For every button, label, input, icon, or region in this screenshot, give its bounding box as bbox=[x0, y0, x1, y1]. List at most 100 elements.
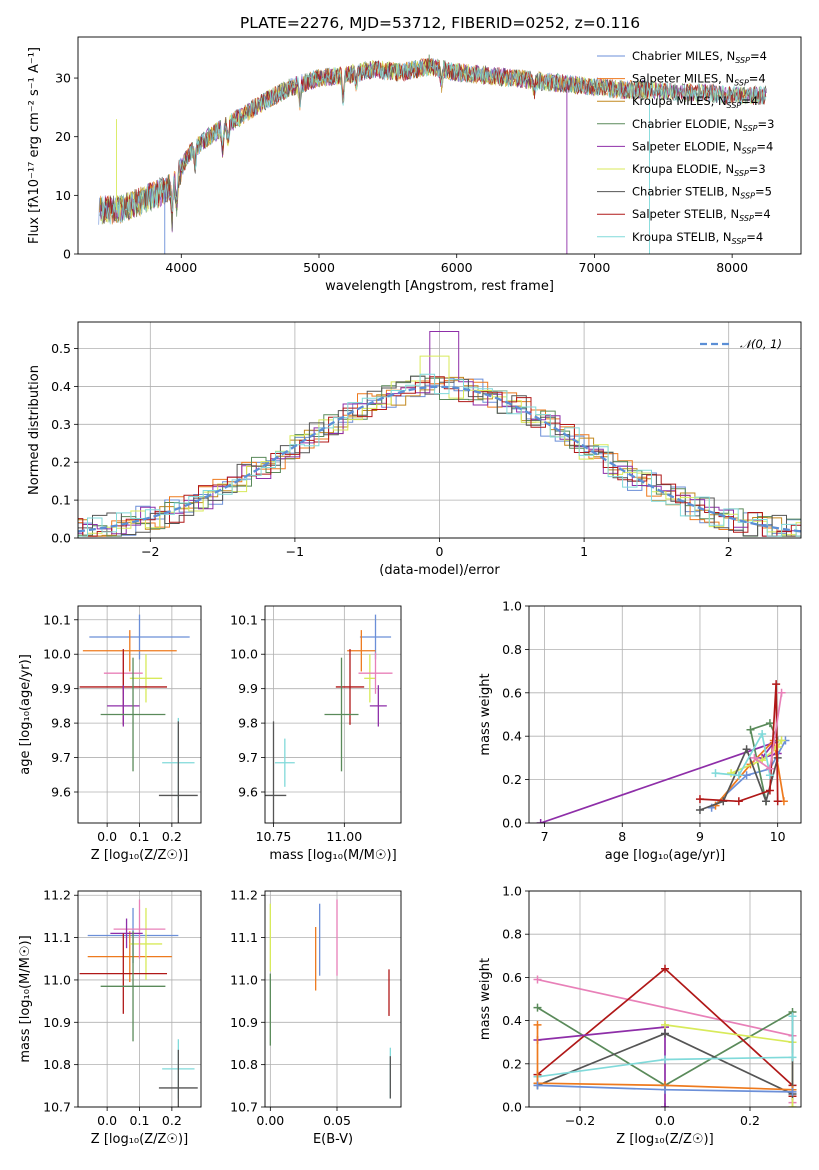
y-tick-label: 10.9 bbox=[43, 1015, 71, 1030]
x-tick-label: 10.75 bbox=[256, 829, 292, 844]
y-tick-label: 0.0 bbox=[502, 816, 522, 831]
weight-line bbox=[537, 1026, 666, 1107]
x-tick-label: 0.0 bbox=[655, 1113, 675, 1128]
panel-residuals: −2 −1 0 1 2 0.0 0.1 0.2 0.3 0.4 0.5 (data-model)/er… bbox=[27, 321, 802, 578]
x-tick-label: 0.2 bbox=[162, 1113, 182, 1128]
y-axis-label: age [log₁₀(age/yr)] bbox=[18, 654, 33, 775]
weight-marker bbox=[777, 688, 786, 697]
histogram-step bbox=[78, 331, 801, 537]
legend-label: Salpeter MILES, NSSP=4 bbox=[632, 72, 766, 88]
y-tick-label: 9.9 bbox=[238, 681, 258, 696]
x-tick-label: 7 bbox=[541, 829, 549, 844]
weight-marker bbox=[772, 680, 781, 689]
x-tick-label: 0.00 bbox=[256, 1113, 284, 1128]
plot-area bbox=[78, 331, 801, 537]
axes-frame bbox=[77, 605, 202, 824]
x-tick-label: 0.1 bbox=[130, 829, 150, 844]
weight-marker bbox=[661, 1103, 669, 1107]
y-tick-label: 10.7 bbox=[43, 1100, 71, 1115]
spectrum-line bbox=[101, 60, 767, 225]
weight-line bbox=[699, 684, 779, 803]
y-tick-label: 9.9 bbox=[51, 681, 71, 696]
y-tick-label: 10.1 bbox=[230, 612, 258, 627]
y-tick-label: 0 bbox=[63, 247, 71, 262]
panel-age_vs_mass: 10.75 11.00 9.6 9.7 9.8 9.9 10.0 10.1 mass [log₁… bbox=[230, 605, 402, 863]
legend-label: Chabrier STELIB, NSSP=5 bbox=[632, 185, 772, 201]
legend-label: Salpeter STELIB, NSSP=4 bbox=[632, 207, 771, 223]
weight-marker bbox=[661, 1020, 669, 1029]
weight-marker bbox=[734, 771, 743, 780]
y-tick-label: 0.4 bbox=[502, 1013, 522, 1028]
weight-marker bbox=[742, 745, 751, 754]
y-tick-label: 11.1 bbox=[230, 930, 258, 945]
axes-frame bbox=[528, 605, 802, 824]
x-tick-label: −0.2 bbox=[565, 1113, 595, 1128]
y-tick-label: 10.0 bbox=[43, 647, 71, 662]
plot-area bbox=[269, 899, 391, 1099]
panel-mass_vs_EBV: 0.00 0.05 10.7 10.8 10.9 11.0 11.1 11.2 E(B-V) bbox=[230, 888, 402, 1147]
x-tick-label: 5000 bbox=[303, 260, 335, 275]
legend-label: Salpeter ELODIE, NSSP=4 bbox=[632, 139, 773, 155]
weight-line bbox=[536, 1024, 793, 1091]
axes-frame bbox=[77, 321, 802, 539]
y-tick-label: 0.4 bbox=[51, 379, 71, 394]
weight-marker bbox=[788, 1087, 797, 1096]
x-tick-label: 6000 bbox=[441, 260, 473, 275]
panel-mass_vs_Z: 0.0 0.1 0.2 10.7 10.8 10.9 11.0 11.1 11.2 Z [log₁… bbox=[18, 888, 202, 1147]
weight-marker bbox=[762, 797, 771, 806]
x-tick-label: 0 bbox=[436, 544, 444, 559]
weight-marker bbox=[734, 797, 743, 806]
x-axis-label: Z [log₁₀(Z/Z☉)] bbox=[616, 1132, 713, 1147]
weight-marker bbox=[742, 771, 751, 780]
weight-marker bbox=[533, 1020, 542, 1029]
weight-marker bbox=[788, 1012, 797, 1021]
x-tick-label: 2 bbox=[725, 544, 733, 559]
x-tick-label: 9 bbox=[696, 829, 704, 844]
y-tick-label: 10.8 bbox=[230, 1057, 258, 1072]
histogram-step bbox=[78, 375, 801, 537]
gaussian-curve bbox=[78, 385, 801, 533]
y-tick-label: 0.8 bbox=[502, 927, 522, 942]
x-axis-label: (data-model)/error bbox=[379, 563, 500, 578]
y-tick-label: 10.7 bbox=[230, 1100, 258, 1115]
x-tick-label: 0.2 bbox=[740, 1113, 760, 1128]
x-tick-label: 7000 bbox=[579, 260, 611, 275]
weight-marker bbox=[758, 730, 767, 739]
x-axis-label: Z [log₁₀(Z/Z☉)] bbox=[91, 1132, 188, 1147]
weight-marker bbox=[765, 719, 774, 728]
weight-marker bbox=[695, 805, 704, 814]
y-tick-label: 30 bbox=[55, 71, 71, 86]
plot-area bbox=[79, 899, 198, 1107]
y-axis-label: mass [log₁₀(M/M☉)] bbox=[18, 935, 33, 1062]
plot-area bbox=[265, 614, 393, 823]
y-tick-label: 9.6 bbox=[51, 785, 71, 800]
weight-marker bbox=[773, 797, 782, 806]
axes-frame bbox=[77, 890, 202, 1108]
y-tick-label: 0.6 bbox=[502, 685, 522, 700]
panel-weight_vs_age: 7 8 9 10 0.0 0.2 0.4 0.6 0.8 1.0 age [log₁₀(age/yr… bbox=[478, 599, 802, 863]
legend-label: Chabrier MILES, NSSP=4 bbox=[632, 49, 767, 65]
panel-spectrum: 4000 5000 6000 7000 8000 0 10 20 30 wavelength [A… bbox=[27, 36, 802, 294]
histogram-step bbox=[78, 373, 801, 537]
x-axis-label: E(B-V) bbox=[313, 1132, 353, 1147]
weight-line bbox=[715, 731, 771, 777]
y-tick-label: 0.0 bbox=[51, 531, 71, 546]
weight-marker bbox=[661, 1055, 669, 1064]
y-tick-label: 9.8 bbox=[238, 716, 258, 731]
y-tick-label: 9.7 bbox=[238, 750, 258, 765]
weight-marker bbox=[788, 1103, 797, 1107]
y-tick-label: 0.6 bbox=[502, 970, 522, 985]
x-tick-label: 4000 bbox=[165, 260, 197, 275]
y-tick-label: 11.2 bbox=[43, 888, 71, 903]
weight-marker bbox=[711, 769, 720, 778]
y-tick-label: 9.6 bbox=[238, 785, 258, 800]
y-tick-label: 10.8 bbox=[43, 1057, 71, 1072]
legend-label: Chabrier ELODIE, NSSP=3 bbox=[632, 117, 774, 133]
axes-frame bbox=[264, 605, 402, 824]
x-tick-label: 11.00 bbox=[326, 829, 362, 844]
y-tick-label: 11.2 bbox=[230, 888, 258, 903]
y-tick-label: 11.0 bbox=[230, 972, 258, 987]
y-tick-label: 0.5 bbox=[51, 341, 71, 356]
weight-marker bbox=[695, 795, 704, 804]
weight-marker bbox=[788, 1053, 797, 1062]
